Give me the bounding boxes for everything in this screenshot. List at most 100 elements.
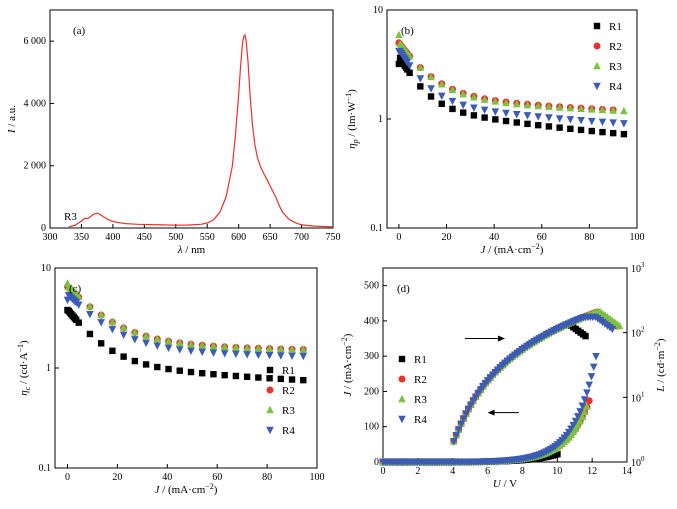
legend-label: R1 <box>282 365 295 377</box>
data-point <box>449 105 456 113</box>
data-point <box>512 111 521 119</box>
legend-marker <box>593 42 601 50</box>
data-point <box>164 336 173 345</box>
legend-label: R4 <box>414 414 427 426</box>
data-point <box>502 109 510 118</box>
data-point <box>131 336 139 344</box>
legend-marker <box>266 426 274 435</box>
x-tick-label: 14 <box>622 466 632 477</box>
spectrum-line <box>68 33 334 228</box>
data-point <box>265 344 274 352</box>
x-tick-label: 300 <box>43 232 58 243</box>
plot-frame <box>49 9 334 229</box>
data-point <box>545 123 553 130</box>
data-point <box>577 126 585 134</box>
data-point <box>154 363 161 371</box>
x-tick-label: 2 <box>415 466 420 477</box>
x-tick-label: 0 <box>65 472 70 483</box>
data-point <box>491 108 500 116</box>
panel-label: (c) <box>69 283 82 295</box>
data-point <box>576 416 584 425</box>
x-tick-label: 350 <box>74 232 89 243</box>
y-tick-label: 4 000 <box>24 98 47 109</box>
data-point <box>523 100 532 109</box>
data-point <box>131 328 139 336</box>
legend-marker <box>593 22 601 30</box>
data-point <box>459 415 468 423</box>
data-point <box>545 102 553 111</box>
data-point <box>416 75 425 83</box>
data-point <box>620 130 628 138</box>
x-tick-label: 20 <box>112 472 122 483</box>
data-point <box>534 113 542 121</box>
curve-annotation: R3 <box>64 211 77 223</box>
data-point <box>554 450 561 458</box>
data-point <box>615 321 624 330</box>
y-tick-label: 300 <box>364 351 379 362</box>
data-point <box>108 317 117 326</box>
data-point <box>220 350 229 358</box>
data-point <box>588 127 595 135</box>
data-point <box>119 323 128 331</box>
legend-label: R1 <box>609 21 622 33</box>
data-point <box>86 310 94 319</box>
data-point <box>454 426 463 434</box>
data-point <box>404 66 411 73</box>
data-point <box>142 339 150 348</box>
data-point <box>492 116 499 123</box>
y-tick-label: 6 000 <box>24 36 47 47</box>
current-R4 <box>379 353 600 467</box>
data-point <box>556 124 563 131</box>
data-point <box>142 361 150 368</box>
data-point <box>491 97 500 105</box>
data-point <box>437 80 446 88</box>
x-tick-label: 60 <box>212 472 222 483</box>
data-point <box>198 348 207 357</box>
data-point <box>299 345 308 353</box>
y-tick-label: 10 <box>373 5 383 16</box>
data-point <box>577 116 585 125</box>
y-tick-label: 400 <box>364 316 379 327</box>
y-tick-label: 1 <box>46 363 51 374</box>
x-tick-label: 700 <box>294 232 309 243</box>
series-R3 <box>395 30 628 115</box>
luminance-R3 <box>379 307 624 466</box>
data-point <box>165 365 172 373</box>
data-point <box>153 342 162 350</box>
current-R2 <box>379 397 593 466</box>
data-point <box>576 408 584 416</box>
x-tick-label: 100 <box>630 232 645 243</box>
x-tick-label: 750 <box>326 232 341 243</box>
data-point <box>416 63 425 71</box>
legend-label: R4 <box>282 425 295 437</box>
panel-a: 300 350 400 450 500 550 600 650 700 750 0 2 000 4 00… <box>6 9 341 256</box>
x-tick-label: 40 <box>489 232 499 243</box>
x-tick-label: 80 <box>262 472 272 483</box>
x-tick-label: 650 <box>263 232 278 243</box>
x-tick-label: 4 <box>450 466 455 477</box>
data-point <box>221 371 228 379</box>
data-point <box>598 118 607 127</box>
legend-marker <box>266 366 274 374</box>
data-point <box>405 62 414 70</box>
series-R1 <box>395 54 628 138</box>
y2-tick-label: 101 <box>631 390 645 404</box>
data-point <box>524 120 531 128</box>
data-point <box>620 106 628 115</box>
legend-label: R2 <box>414 374 427 386</box>
data-point <box>587 117 596 126</box>
data-point <box>243 373 251 380</box>
data-point <box>175 338 184 347</box>
x-tick-label: 60 <box>537 232 547 243</box>
data-point <box>608 325 617 334</box>
panel-label: (a) <box>73 25 86 37</box>
data-point <box>534 121 542 129</box>
data-point <box>210 371 217 378</box>
data-point <box>577 104 585 113</box>
data-point <box>288 345 296 353</box>
data-point <box>209 349 218 357</box>
y-tick-label: 0.1 <box>39 463 52 474</box>
data-point <box>580 396 589 404</box>
x-tick-label: 100 <box>310 472 325 483</box>
data-point <box>587 373 596 381</box>
